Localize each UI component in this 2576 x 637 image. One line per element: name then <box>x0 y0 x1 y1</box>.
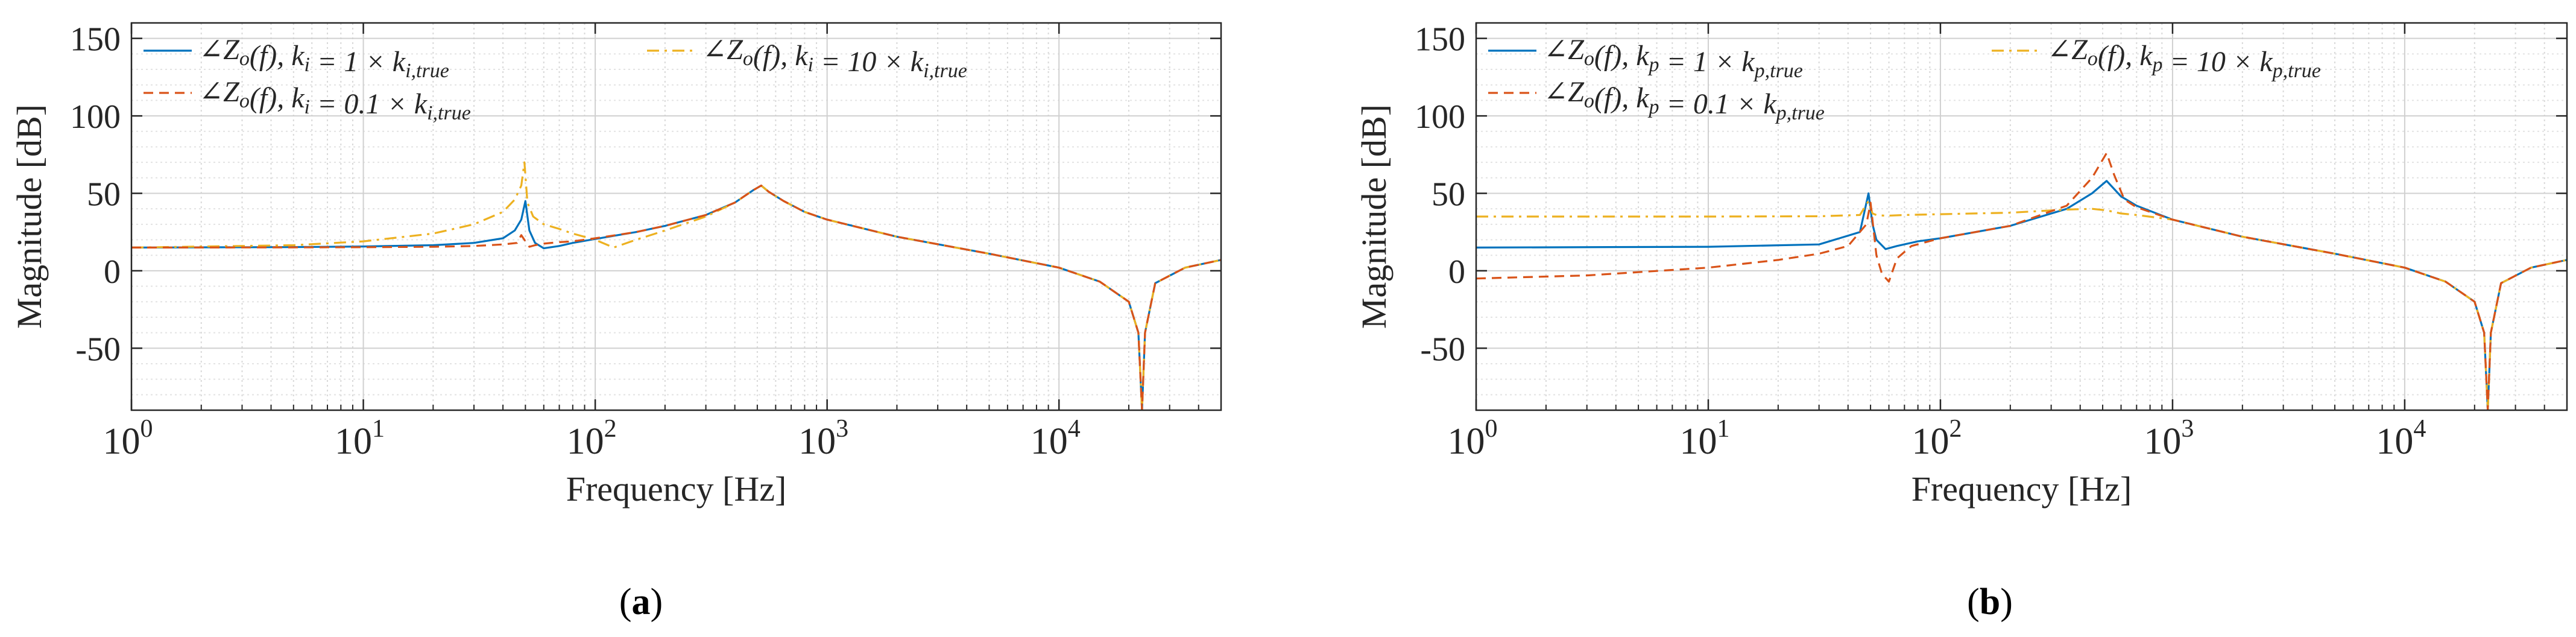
y-tick-label: 0 <box>104 253 121 291</box>
caption-a: (a) <box>619 582 663 623</box>
y-tick-label: -50 <box>75 331 121 368</box>
legend-text: ∠Zo(f), kp = 0.1 × kp,true <box>1544 76 1825 124</box>
y-axis-label: Magnitude [dB] <box>1354 104 1394 329</box>
x-tick-label: 104 <box>1031 415 1081 462</box>
y-tick-label: 0 <box>1448 253 1465 291</box>
x-axis-label: Frequency [Hz] <box>566 469 787 509</box>
series-group <box>1476 152 2567 410</box>
series-line-3 <box>1476 152 2567 410</box>
x-tick-label: 102 <box>567 415 617 462</box>
y-tick-label: 50 <box>87 176 121 213</box>
x-axis-label: Frequency [Hz] <box>1911 469 2132 509</box>
legend: ∠Zo(f), kp = 1 × kp,true ∠Zo(f), kp = 10 … <box>1488 34 2321 124</box>
plot-area <box>131 23 1221 410</box>
x-tick-label: 101 <box>1679 415 1729 462</box>
y-axis-label: Magnitude [dB] <box>10 104 49 329</box>
y-tick-label: 100 <box>1415 98 1465 136</box>
series-line-3 <box>131 185 1221 410</box>
caption-b-letter: b <box>1980 582 2000 623</box>
x-tick-label: 104 <box>2376 415 2426 462</box>
x-tick-label: 103 <box>2144 415 2194 462</box>
y-tick-label: 150 <box>1415 21 1465 59</box>
axes-box <box>130 22 1222 411</box>
chart-panel-a: 100 101 102 103 104 -50 0 50 100 150 Frequency [Hz… <box>10 21 1222 509</box>
x-tick-label: 101 <box>335 415 385 462</box>
y-tick-label: 100 <box>70 98 121 136</box>
x-tick-label: 103 <box>798 415 848 462</box>
y-tick-label: 150 <box>70 21 121 59</box>
legend-text: ∠Zo(f), ki = 1 × ki,true <box>199 34 449 82</box>
axes-box <box>1475 22 2568 411</box>
chart-panel-b: 100 101 102 103 104 -50 0 50 100 150 Frequency [Hz… <box>1354 21 2568 509</box>
caption-a-letter: a <box>632 582 651 623</box>
legend: ∠Zo(f), ki = 1 × ki,true ∠Zo(f), ki = 10 … <box>144 34 967 124</box>
y-tick-label: 50 <box>1432 176 1465 213</box>
legend-text: ∠Zo(f), kp = 10 × kp,true <box>2047 34 2321 82</box>
legend-text: ∠Zo(f), ki = 10 × ki,true <box>702 34 967 82</box>
legend-text: ∠Zo(f), ki = 0.1 × ki,true <box>199 76 471 124</box>
x-tick-label: 100 <box>103 415 153 462</box>
x-tick-label: 100 <box>1448 415 1498 462</box>
x-tick-label: 102 <box>1911 415 1962 462</box>
caption-b: (b) <box>1967 582 2013 623</box>
legend-text: ∠Zo(f), kp = 1 × kp,true <box>1544 34 1803 82</box>
series-group <box>131 161 1221 410</box>
y-tick-label: -50 <box>1420 331 1465 368</box>
